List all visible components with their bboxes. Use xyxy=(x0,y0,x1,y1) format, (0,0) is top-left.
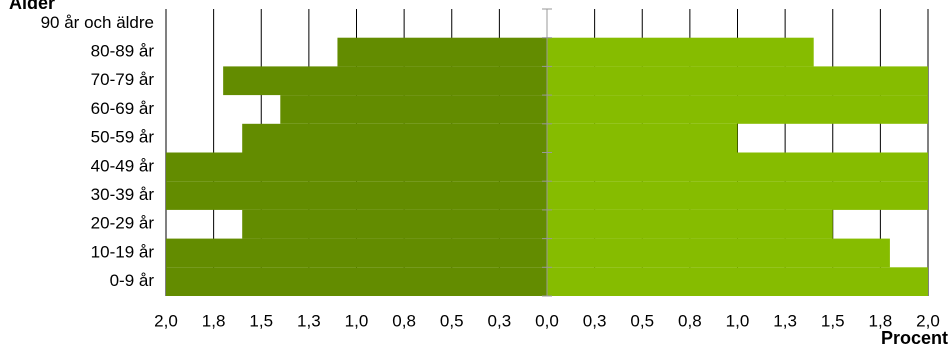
category-label: 30-39 år xyxy=(91,185,155,204)
bar-right xyxy=(547,267,928,296)
bars xyxy=(166,37,928,296)
tick-label: 1,0 xyxy=(726,311,750,330)
tick-labels: 2,0 1,8 1,5 1,3 1,0 0,8 0,5 0,3 0,0 0,3 0,5 0,8 1,0 1… xyxy=(154,311,940,330)
tick-label: 0,3 xyxy=(583,311,607,330)
category-labels: 0-9 år 10-19 år 20-29 år 30-39 år 40-49 år 50… xyxy=(41,13,155,290)
bar-right xyxy=(547,95,928,124)
y-axis-title: Ålder xyxy=(9,0,55,13)
category-label: 10-19 år xyxy=(91,242,155,261)
bar-right xyxy=(547,37,814,67)
bar-left xyxy=(166,267,547,296)
tick-label: 1,0 xyxy=(345,311,369,330)
bar-left xyxy=(337,37,547,67)
bar-right xyxy=(547,66,928,96)
category-label: 80-89 år xyxy=(91,42,155,61)
tick-label: 1,5 xyxy=(249,311,273,330)
bar-right xyxy=(547,238,890,268)
bar-right xyxy=(547,123,738,153)
category-label: 70-79 år xyxy=(91,70,155,89)
tick-label: 1,3 xyxy=(297,311,321,330)
bar-left xyxy=(166,152,547,182)
category-label: 20-29 år xyxy=(91,214,155,233)
category-label: 50-59 år xyxy=(91,128,155,147)
tick-label: 0,5 xyxy=(630,311,654,330)
bar-left xyxy=(166,238,547,268)
bar-left xyxy=(242,209,547,239)
tick-label: 2,0 xyxy=(154,311,178,330)
center-axis xyxy=(542,8,552,297)
bar-left xyxy=(242,123,547,153)
tick-label: 1,3 xyxy=(773,311,797,330)
tick-label: 2,0 xyxy=(916,311,940,330)
bar-right xyxy=(547,181,928,210)
bar-right xyxy=(547,152,928,182)
category-label: 90 år och äldre xyxy=(41,13,154,32)
x-axis-title: Procent xyxy=(881,328,948,348)
bar-left xyxy=(166,181,547,210)
category-label: 60-69 år xyxy=(91,99,155,118)
tick-label: 1,5 xyxy=(821,311,845,330)
tick-label: 0,0 xyxy=(535,311,559,330)
category-label: 40-49 år xyxy=(91,156,155,175)
tick-label: 1,8 xyxy=(869,311,893,330)
tick-label: 0,8 xyxy=(392,311,416,330)
bar-left xyxy=(223,66,547,96)
tick-label: 0,8 xyxy=(678,311,702,330)
tick-label: 0,3 xyxy=(488,311,512,330)
bar-right xyxy=(547,209,833,239)
tick-label: 0,5 xyxy=(440,311,464,330)
tick-label: 1,8 xyxy=(202,311,226,330)
bar-left xyxy=(280,95,547,124)
category-label: 0-9 år xyxy=(110,271,155,290)
